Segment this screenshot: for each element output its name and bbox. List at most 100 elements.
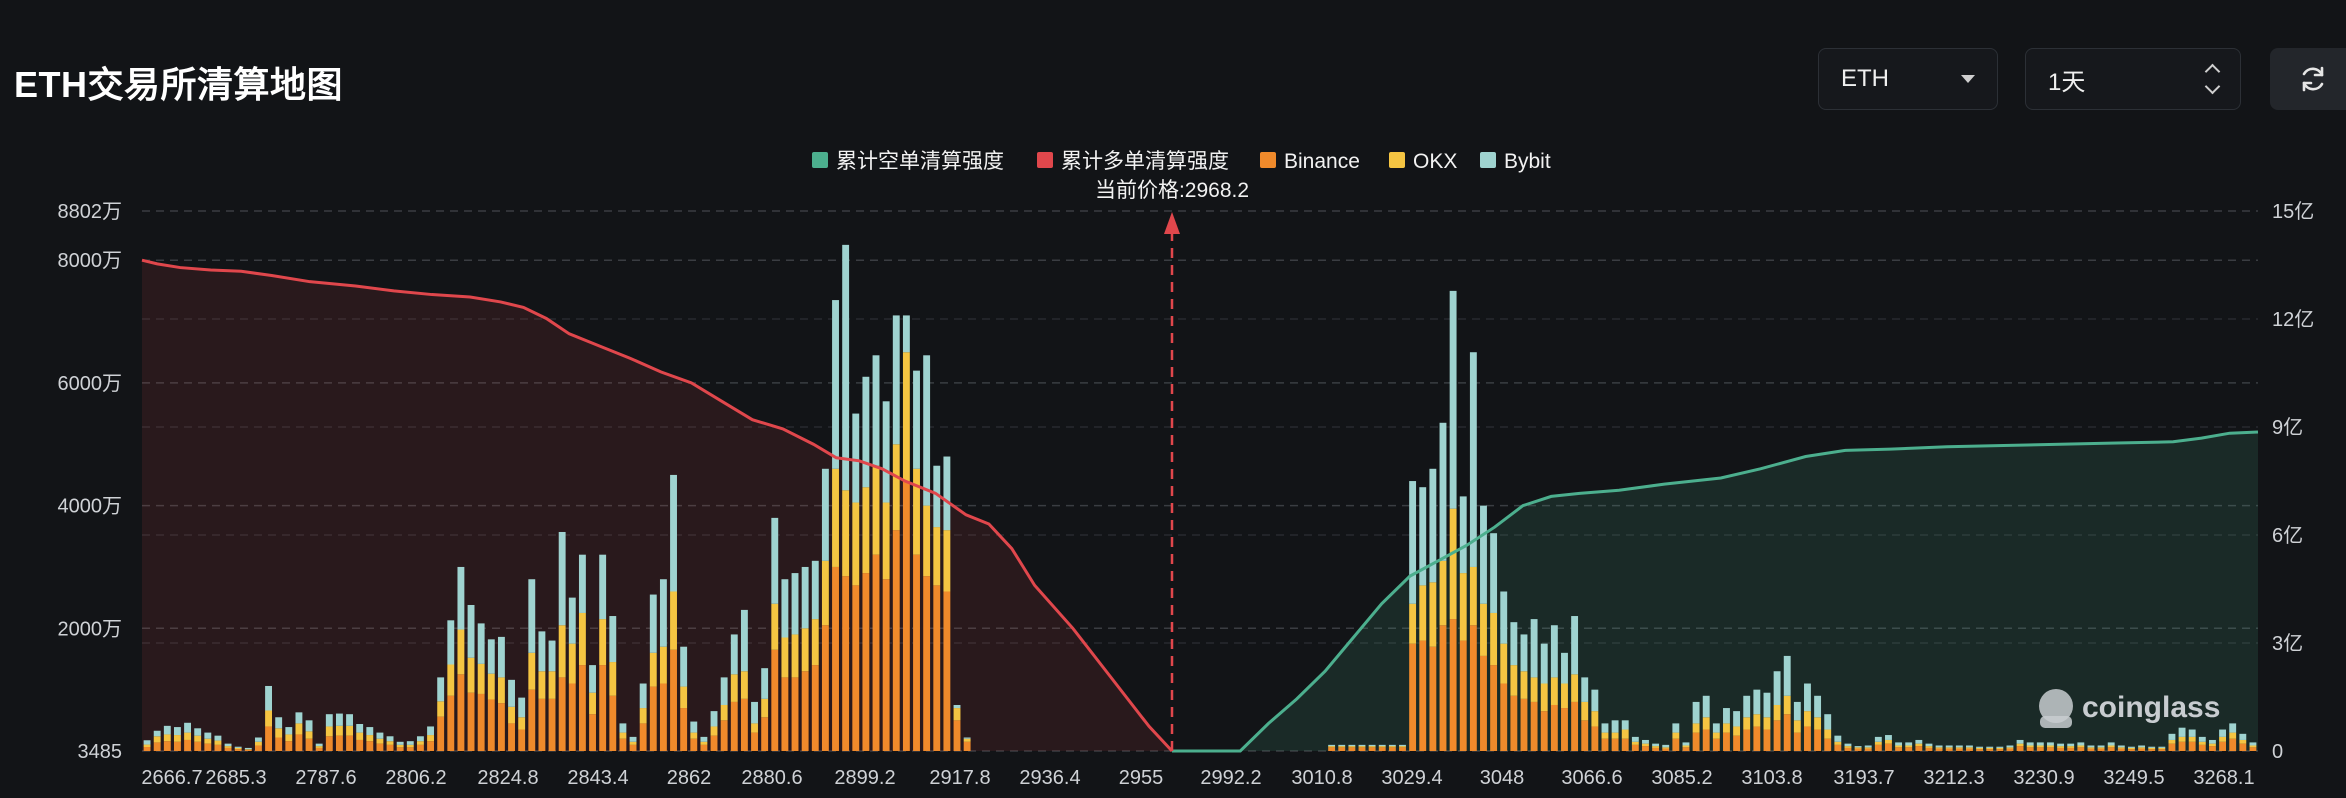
bar-binance [2208,746,2216,751]
x-axis-tick: 2843.4 [567,767,628,789]
bar-okx [2107,745,2115,748]
bar-bybit [143,740,151,745]
legend-swatch [1037,152,1053,168]
bar-bybit [740,609,748,672]
bar-bybit [821,468,829,561]
bar-binance [639,723,647,751]
bar-binance [2138,748,2146,751]
bar-bybit [832,300,839,469]
bar-bybit [700,736,708,742]
bar-binance [427,741,434,751]
bar-binance [143,747,151,751]
bar-binance [923,576,931,751]
right-axis-tick: 0 [2272,741,2283,763]
bar-bybit [356,724,364,733]
bar-okx [173,735,181,742]
bar-bybit [265,685,272,711]
bar-bybit [285,727,293,735]
bar-binance [1925,747,1933,751]
bar-okx [629,741,637,745]
bar-okx [1480,603,1487,656]
bar-bybit [963,737,971,739]
bar-binance [2047,747,2054,751]
bar-okx [1743,717,1751,730]
coinglass-logo-icon [2039,689,2073,723]
bar-okx [2036,745,2044,748]
bar-okx [1793,720,1801,733]
bar-okx [1540,683,1548,712]
bar-binance [386,744,394,751]
bar-bybit [1874,736,1882,742]
bar-okx [1824,729,1832,739]
bar-bybit [2117,745,2125,748]
bar-bybit [244,747,252,750]
bar-bybit [1814,695,1822,718]
bar-bybit [1885,735,1892,740]
bar-bybit [913,370,920,469]
bar-okx [1348,746,1356,748]
bar-okx [1854,747,1862,749]
x-axis-tick: 2992.2 [1200,767,1261,789]
bar-okx [1510,665,1518,696]
bar-okx [2188,736,2196,742]
bar-bybit [2178,727,2186,737]
bar-okx [1328,746,1336,748]
bar-binance [629,744,637,751]
bar-okx [1409,603,1417,644]
bar-okx [1712,732,1720,739]
bar-binance [366,741,374,751]
refresh-button[interactable] [2270,48,2346,110]
bar-bybit [376,732,384,739]
bar-bybit [892,315,900,445]
bar-binance [1621,738,1629,751]
bar-okx [265,710,272,727]
bar-okx [1915,743,1923,747]
bar-okx [2047,745,2054,748]
bar-binance [508,723,515,751]
left-axis-tick: 2000万 [58,618,123,640]
bar-binance [771,649,779,751]
coin-select[interactable]: ETH [1818,48,1998,110]
bar-okx [416,741,424,745]
bar-okx [811,619,819,666]
bar-bybit [295,712,303,724]
short-cum-line [1172,430,2259,753]
bar-okx [913,468,920,555]
bar-okx [599,619,607,666]
bar-binance [1915,746,1923,751]
bar-okx [1925,746,1933,748]
bar-bybit [1449,290,1457,509]
bar-bybit [1733,711,1741,727]
bar-binance [2087,748,2095,751]
bar-binance [548,698,556,751]
bar-binance [1571,701,1579,751]
bar-bybit [1783,655,1791,696]
bar-binance [2077,747,2085,751]
bar-okx [1935,747,1943,749]
current-price-label: 当前价格:2968.2 [1095,179,1249,202]
bar-bybit [275,717,283,729]
bar-bybit [1753,689,1761,715]
x-axis-tick: 3230.9 [2013,767,2074,789]
bar-binance [953,720,961,751]
bar-bybit [315,743,323,747]
bar-binance [842,576,850,751]
bar-okx [1996,747,2004,750]
bar-bybit [872,355,880,466]
bar-bybit [1581,677,1589,702]
bar-binance [1753,726,1761,751]
bar-bybit [528,579,536,653]
x-axis-tick: 2824.8 [477,767,538,789]
period-select[interactable]: 1天 [2025,48,2241,110]
bar-okx [2239,739,2247,744]
bar-bybit [2047,742,2054,746]
bar-binance [265,726,272,751]
bar-bybit [194,728,202,736]
bar-bybit [214,735,222,741]
bar-okx [1490,612,1498,666]
bar-binance [1500,683,1508,751]
bar-bybit [1662,744,1670,748]
bar-okx [1571,674,1579,702]
bar-bybit [1996,746,2004,748]
